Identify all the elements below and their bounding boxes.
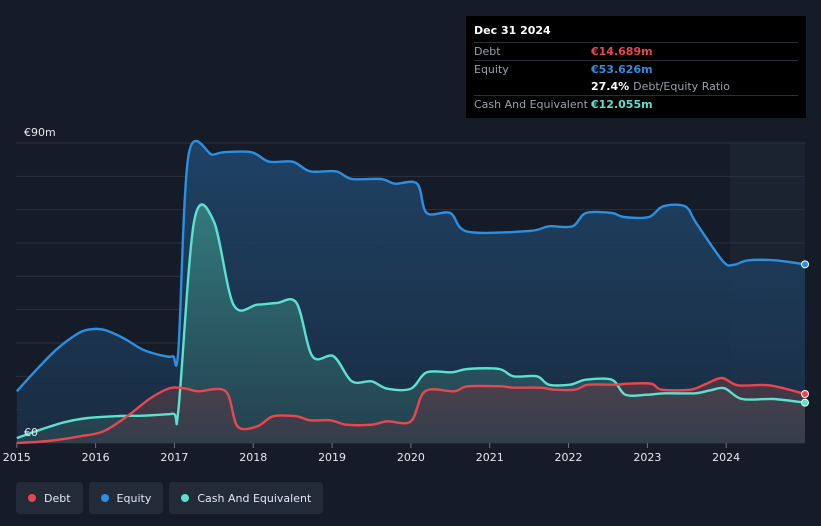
x-tick-label: 2023	[633, 451, 661, 464]
legend-label-equity: Equity	[116, 491, 152, 505]
tooltip-row-equity: Equity €53.626m	[474, 60, 798, 78]
debt-line	[16, 376, 806, 445]
x-tick-label: 2021	[476, 451, 504, 464]
tooltip-row-cash: Cash And Equivalent €12.055m	[474, 95, 798, 113]
debt-area	[16, 377, 806, 443]
legend-dot-cash	[181, 494, 190, 502]
legend-dot-equity	[100, 494, 109, 502]
tooltip-ratio-value: 27.4%	[591, 80, 630, 93]
x-axis-ticks: 2015 2016 2017 2018 2019 2020 2021 2022 2023 2024	[3, 443, 740, 464]
x-tick-label: 2019	[318, 451, 346, 464]
x-tick-label: 2018	[239, 451, 267, 464]
tooltip-equity-label: Equity	[474, 63, 509, 76]
tooltip-date: Dec 31 2024	[474, 24, 551, 37]
legend-item-cash[interactable]: Cash And Equivalent	[169, 482, 324, 514]
tooltip-equity-value: €53.626m	[591, 63, 653, 76]
legend-item-equity[interactable]: Equity	[88, 482, 164, 514]
debt-end-marker	[801, 390, 809, 398]
x-tick-label: 2024	[712, 451, 740, 464]
tooltip-panel: Dec 31 2024 Debt €14.689m Equity €53.626…	[466, 16, 806, 118]
x-tick-label: 2022	[555, 451, 583, 464]
cash-end-marker	[801, 398, 809, 407]
legend-label-debt: Debt	[44, 491, 71, 505]
x-tick-label: 2017	[160, 451, 188, 464]
series-areas	[16, 140, 806, 443]
tooltip-debt-label: Debt	[474, 45, 501, 58]
legend-label-cash: Cash And Equivalent	[197, 491, 312, 505]
y-tick-label-zero: €0	[24, 426, 38, 439]
legend-item-debt[interactable]: Debt	[16, 482, 83, 514]
x-tick-label: 2015	[3, 451, 31, 464]
x-tick-label: 2016	[82, 451, 110, 464]
tooltip-row-ratio: 27.4% Debt/Equity Ratio	[474, 78, 798, 95]
cash-line	[16, 203, 806, 440]
series-end-markers	[801, 260, 809, 407]
equity-end-marker	[801, 260, 809, 269]
equity-line	[15, 139, 806, 393]
tooltip-row-debt: Debt €14.689m	[474, 42, 798, 60]
legend-dot-debt	[28, 494, 36, 502]
tooltip-cash-label: Cash And Equivalent	[474, 98, 588, 111]
y-tick-label-max: €90m	[24, 126, 56, 139]
tooltip-ratio-suffix: Debt/Equity Ratio	[633, 80, 730, 93]
cash-area	[16, 204, 806, 443]
x-tick-label: 2020	[397, 451, 425, 464]
series-lines	[15, 139, 806, 445]
chart-legend: Debt Equity Cash And Equivalent	[16, 482, 324, 514]
tooltip-debt-value: €14.689m	[591, 45, 653, 58]
tooltip-cash-value: €12.055m	[591, 98, 653, 111]
